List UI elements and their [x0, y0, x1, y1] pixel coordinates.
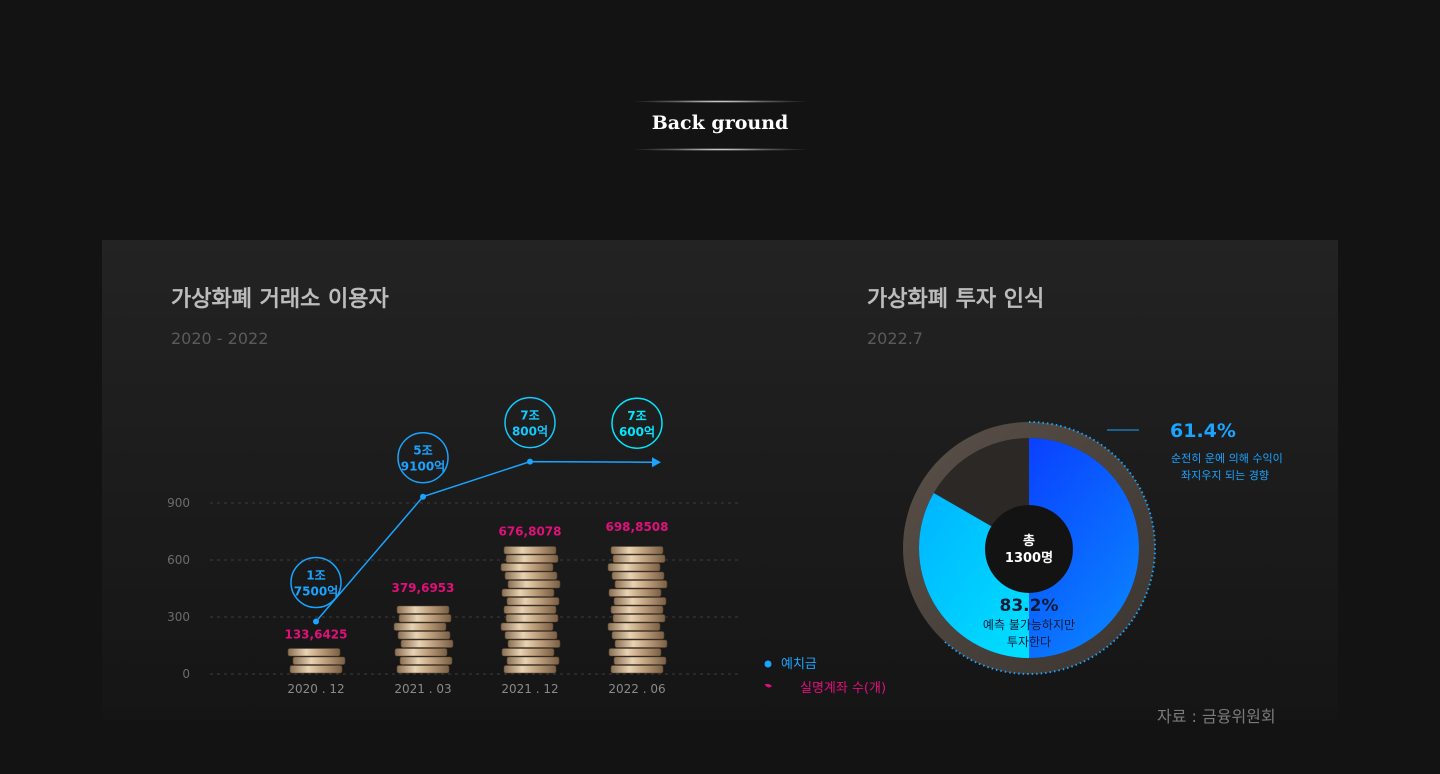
legend-accounts-icon — [765, 684, 772, 688]
header-glow-bottom — [630, 148, 810, 151]
y-tick-label: 0 — [182, 667, 190, 681]
deposit-label-line1: 7조 — [520, 409, 539, 423]
bar-value-label: 698,8508 — [605, 520, 668, 534]
right-chart-subtitle: 2022.7 — [867, 329, 923, 348]
deposit-label-line2: 800억 — [512, 425, 548, 439]
deposit-label-line1: 1조 — [306, 569, 325, 583]
pie-center-label-top: 총 — [1023, 533, 1035, 549]
x-tick-label: 2022 . 06 — [608, 682, 665, 696]
legend-accounts-label: 실명계좌 수(개) — [800, 681, 886, 696]
pie-dotted-outline — [944, 421, 1156, 675]
slice-blue-text-2: 좌지우지 되는 경향 — [1181, 469, 1269, 482]
coin-stack-bar — [500, 546, 561, 674]
deposit-point — [313, 618, 319, 625]
coin-stack-bar — [607, 546, 668, 674]
slice-blue-value: 61.4% — [1170, 420, 1236, 442]
legend-deposit-icon — [764, 660, 772, 668]
x-tick-label: 2021 . 03 — [394, 682, 451, 696]
bar-value-label: 676,8078 — [498, 524, 561, 538]
deposit-label-line2: 9100억 — [401, 460, 445, 474]
left-chart-title: 가상화폐 거래소 이용자 — [171, 287, 389, 312]
deposit-bubble — [397, 431, 449, 484]
slice-cyan-value: 83.2% — [1000, 596, 1059, 616]
y-tick-label: 300 — [167, 610, 190, 624]
slice-cyan-text-1: 예측 불가능하지만 — [983, 618, 1075, 632]
deposit-point — [420, 493, 426, 500]
header-glow-top — [630, 100, 810, 103]
deposit-label-line1: 7조 — [627, 409, 646, 423]
deposit-bubble — [290, 556, 342, 609]
deposit-bubble — [504, 396, 556, 449]
y-tick-label: 600 — [167, 553, 190, 567]
slice-cyan-text-2: 투자한다 — [1007, 635, 1051, 649]
slice-blue-text-1: 순전히 운에 의해 수익이 — [1171, 451, 1283, 465]
deposit-line — [315, 460, 654, 622]
right-chart-title: 가상화폐 투자 인식 — [867, 287, 1045, 312]
coin-stack-bar — [287, 648, 346, 674]
left-chart-subtitle: 2020 - 2022 — [171, 329, 269, 348]
deposit-line-arrow — [652, 457, 661, 468]
deposit-bubble — [611, 397, 663, 449]
pie-center-label-bottom: 1300명 — [1005, 550, 1053, 566]
section-title: Back ground — [651, 112, 789, 134]
investment-perception-chart: 총 1300명 83.2% 예측 불가능하지만 투자한다 61.4% 순전히 운… — [903, 420, 1283, 675]
x-tick-label: 2020 . 12 — [287, 682, 344, 696]
bar-value-label: 133,6425 — [284, 628, 347, 642]
deposit-label-line1: 5조 — [413, 444, 432, 458]
x-tick-label: 2021 . 12 — [501, 682, 558, 696]
data-source: 자료 : 금융위원회 — [1157, 707, 1276, 726]
legend-deposit-label: 예치금 — [781, 657, 817, 672]
section-header: Back ground — [620, 92, 820, 156]
bar-value-label: 379,6953 — [391, 581, 454, 595]
coin-stack-bar — [393, 605, 454, 674]
deposit-label-line2: 7500억 — [294, 585, 338, 599]
deposit-point — [527, 458, 533, 465]
deposit-label-line2: 600억 — [619, 425, 655, 439]
pie-center-hole — [985, 505, 1073, 593]
y-tick-label: 900 — [167, 496, 190, 510]
